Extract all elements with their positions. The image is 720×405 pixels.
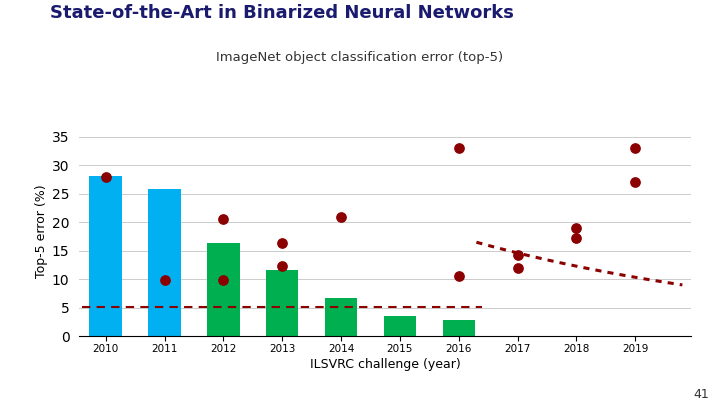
- Legend: Traditional methods, Deep Learning, Human, BNNs: Traditional methods, Deep Learning, Huma…: [117, 401, 556, 405]
- Point: [629, 179, 641, 186]
- Point: [629, 145, 641, 151]
- Point: [217, 277, 229, 283]
- Point: [453, 273, 464, 279]
- Text: State-of-the-Art in Binarized Neural Networks: State-of-the-Art in Binarized Neural Net…: [50, 4, 514, 22]
- Bar: [266, 270, 298, 336]
- Bar: [148, 189, 181, 336]
- Text: ImageNet object classification error (top-5): ImageNet object classification error (to…: [217, 51, 503, 64]
- Y-axis label: Top-5 error (%): Top-5 error (%): [35, 184, 48, 278]
- Bar: [89, 176, 122, 336]
- Point: [159, 277, 171, 284]
- Point: [217, 216, 229, 223]
- Point: [453, 145, 464, 151]
- Point: [276, 240, 288, 246]
- Bar: [325, 298, 357, 336]
- Bar: [443, 320, 475, 336]
- Point: [571, 235, 582, 241]
- X-axis label: ILSVRC challenge (year): ILSVRC challenge (year): [310, 358, 461, 371]
- Point: [100, 173, 112, 180]
- Point: [512, 252, 523, 258]
- Text: 41: 41: [693, 388, 709, 401]
- Point: [512, 264, 523, 271]
- Point: [276, 262, 288, 269]
- Bar: [384, 315, 416, 336]
- Point: [336, 213, 347, 220]
- Point: [571, 225, 582, 231]
- Bar: [207, 243, 240, 336]
